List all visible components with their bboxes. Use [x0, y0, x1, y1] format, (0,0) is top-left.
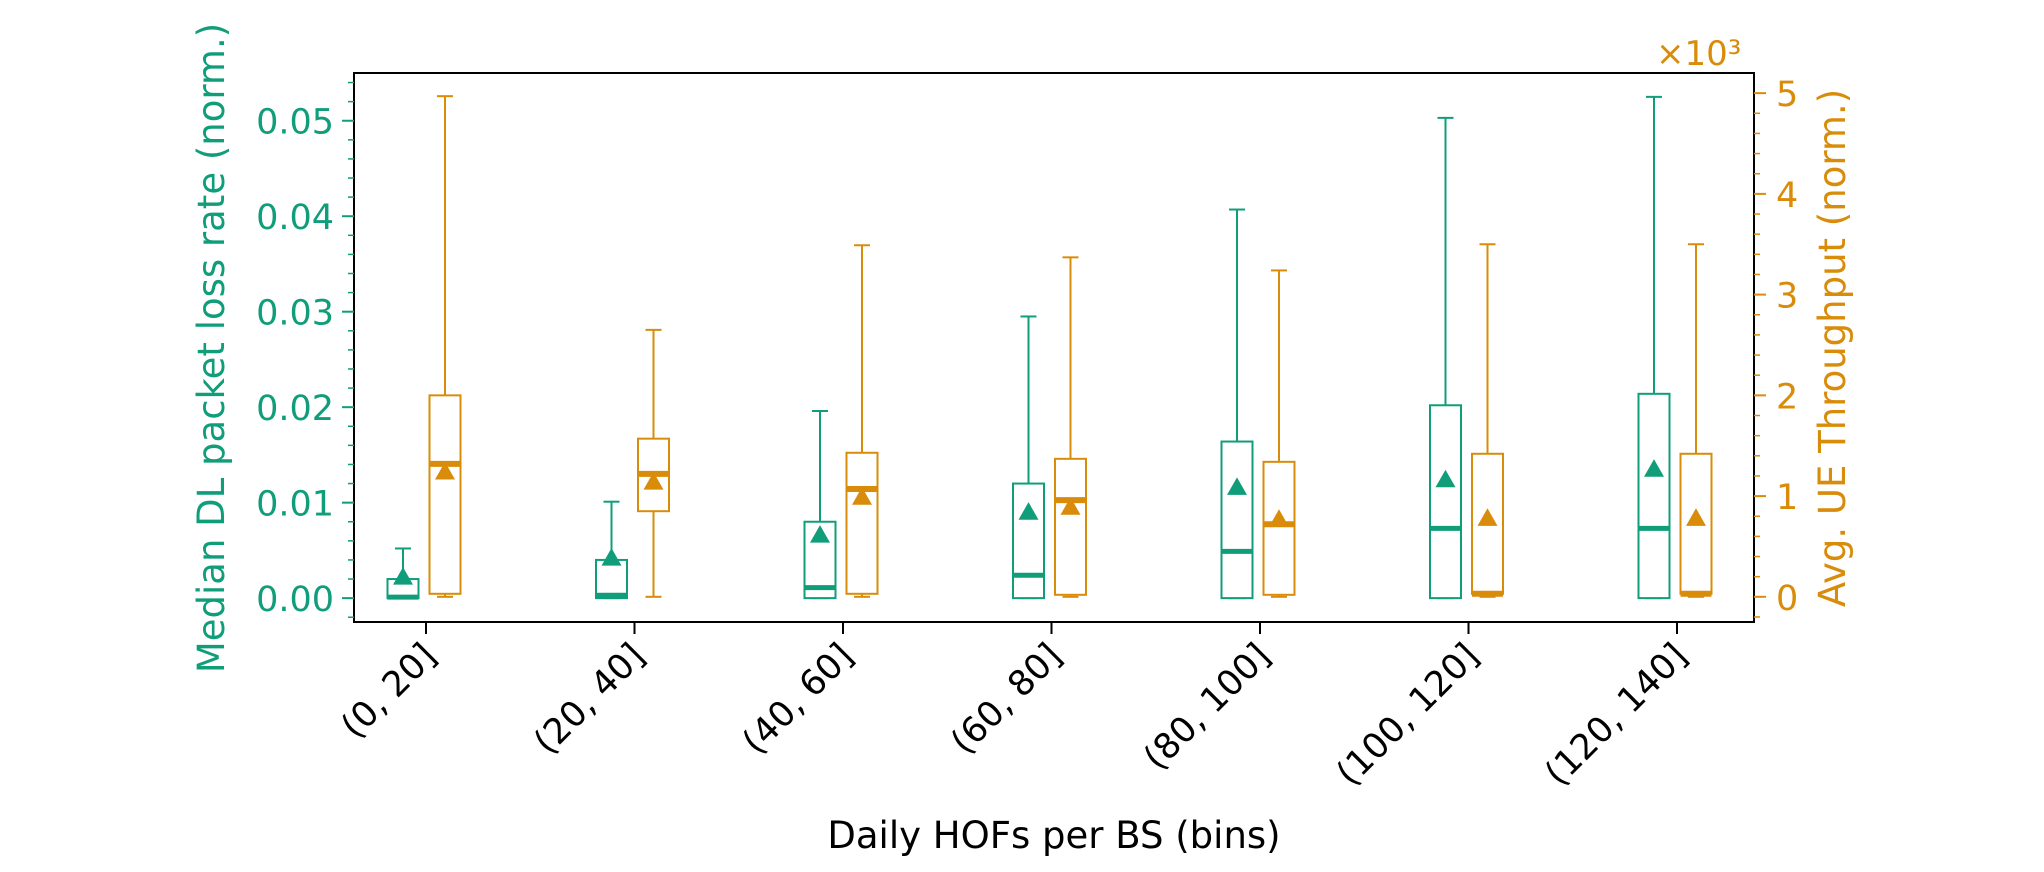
x-tick-label: (100, 120] [1329, 636, 1487, 794]
box-right-5 [1471, 243, 1504, 598]
iqr-box [1637, 392, 1671, 600]
x-axis-label: Daily HOFs per BS (bins) [827, 814, 1280, 857]
box-left-2 [803, 409, 837, 600]
left-tick-label: 0.03 [256, 294, 334, 334]
mean-marker [810, 525, 830, 543]
x-tick-label: (120, 140] [1538, 636, 1696, 794]
left-tick-label: 0.04 [256, 198, 334, 238]
right-axis-multiplier: ×10³ [1656, 34, 1741, 74]
box-right-1 [637, 328, 670, 598]
left-tick-label: 0.05 [256, 103, 334, 143]
mean-marker [1477, 508, 1498, 526]
mean-marker [601, 547, 622, 566]
mean-marker [1060, 497, 1081, 515]
x-tick-label: (20, 40] [527, 636, 653, 762]
iqr-box [1054, 457, 1087, 596]
boxes-layer [386, 95, 1713, 600]
box-left-5 [1429, 116, 1462, 600]
iqr-box [428, 394, 462, 595]
mean-marker [1269, 509, 1289, 527]
x-tick-label: (0, 20] [334, 636, 445, 747]
x-tick-label: (80, 100] [1136, 636, 1278, 778]
left-tick-label: 0.02 [256, 389, 334, 429]
mean-marker [435, 461, 455, 480]
left-tick-label: 0.01 [256, 485, 334, 525]
mean-marker [1018, 502, 1039, 520]
box-left-3 [1012, 315, 1045, 600]
y-axis-label-left: Median DL packet loss rate (norm.) [190, 23, 233, 673]
iqr-box [1012, 482, 1045, 600]
box-right-3 [1054, 256, 1087, 598]
y-axis-label-right: Avg. UE Throughput (norm.) [1811, 89, 1854, 607]
iqr-box [1262, 460, 1296, 596]
box-right-4 [1262, 269, 1296, 598]
x-axis: (0, 20] (20, 40] (40, 60] (60, 80] (80, 100]… [334, 622, 1696, 794]
x-tick-label: (60, 80] [944, 636, 1070, 762]
mean-marker [1435, 469, 1456, 488]
iqr-box [1429, 404, 1462, 600]
mean-marker [852, 487, 872, 505]
box-left-0 [386, 547, 420, 600]
left-y-axis: 0.00 0.01 0.02 0.03 0.04 0.05 [256, 81, 354, 620]
mean-marker [1686, 508, 1706, 526]
iqr-box [1220, 440, 1254, 600]
box-left-4 [1220, 208, 1254, 600]
mean-marker [393, 567, 413, 585]
box-left-6 [1637, 95, 1671, 600]
iqr-box [595, 558, 628, 600]
box-left-1 [595, 500, 628, 600]
right-tick-label: 4 [1776, 176, 1798, 216]
right-y-axis: 0 1 2 3 4 5 [1754, 75, 1798, 619]
right-tick-label: 1 [1776, 478, 1798, 518]
box-right-0 [428, 95, 462, 598]
box-right-6 [1679, 243, 1713, 598]
box-right-2 [845, 244, 879, 598]
left-tick-label: 0.00 [256, 580, 334, 620]
iqr-box [845, 451, 879, 595]
right-tick-label: 5 [1776, 75, 1798, 115]
mean-marker [643, 471, 664, 490]
right-tick-label: 0 [1776, 579, 1798, 619]
x-tick-label: (40, 60] [735, 636, 861, 762]
plot-frame [353, 72, 1755, 623]
mean-marker [1644, 459, 1664, 477]
right-tick-label: 3 [1776, 277, 1798, 317]
right-tick-label: 2 [1776, 377, 1798, 417]
mean-marker [1227, 477, 1247, 495]
